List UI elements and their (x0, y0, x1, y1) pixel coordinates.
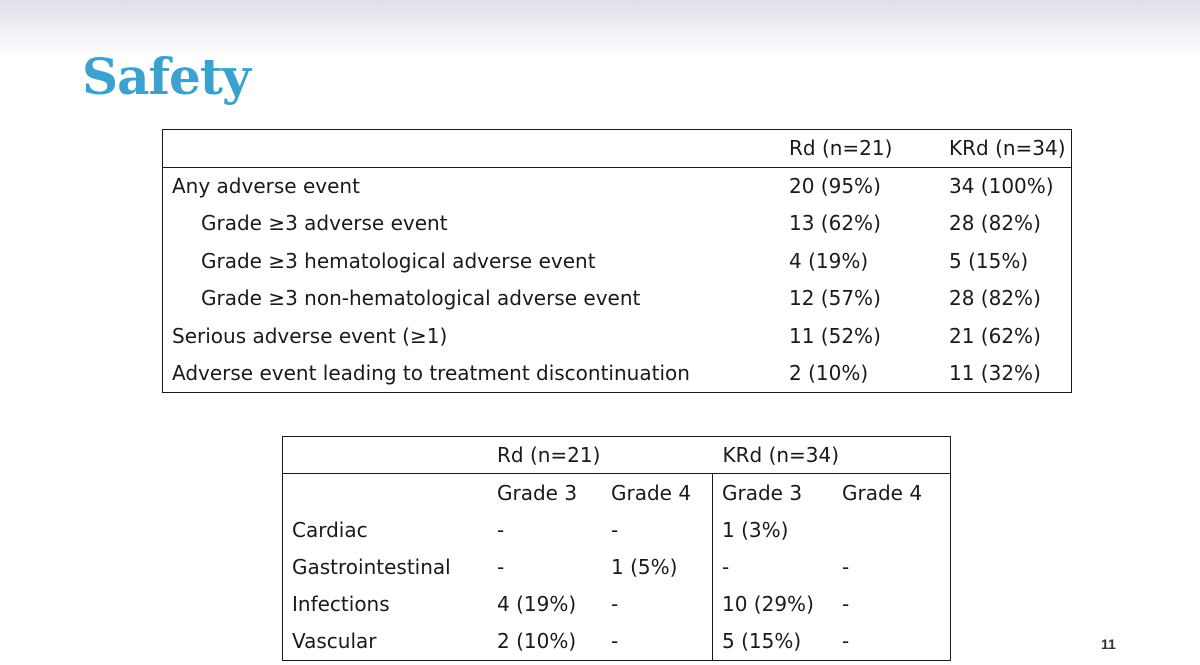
table-row: Grade ≥3 hematological adverse event 4 (… (163, 242, 1072, 280)
krd-value: 28 (82%) (949, 286, 1041, 311)
group-header-row: Rd (n=21) KRd (n=34) (282, 437, 951, 474)
krd-grade3-value: 10 (29%) (712, 585, 842, 623)
row-label: Infections (292, 592, 390, 617)
top-gradient-band (0, 0, 1200, 58)
row-label: Grade ≥3 non-hematological adverse event (201, 286, 641, 311)
krd-grade3-value: 1 (3%) (712, 511, 842, 549)
sub-header-row: Grade 3 Grade 4 Grade 3 Grade 4 (283, 473, 951, 512)
rd-grade4-value: - (611, 629, 619, 654)
sub-header-krd-grade3: Grade 3 (712, 473, 842, 512)
rd-grade3-value: - (497, 555, 505, 580)
sub-header-rd-grade3: Grade 3 (497, 480, 578, 505)
rd-value: 2 (10%) (789, 361, 869, 385)
table-row: Adverse event leading to treatment disco… (163, 355, 1072, 393)
page-number: 11 (1101, 636, 1116, 652)
grade-breakdown-table: Rd (n=21) KRd (n=34) Grade 3 Grade 4 Gra… (282, 436, 951, 661)
row-label: Any adverse event (172, 174, 360, 198)
krd-value: 21 (62%) (949, 323, 1041, 348)
rd-value: 12 (57%) (789, 286, 881, 311)
header-cell-empty (163, 130, 790, 168)
table-row: Grade ≥3 non-hematological adverse event… (163, 280, 1072, 318)
row-label: Cardiac (292, 517, 368, 542)
krd-value: 5 (15%) (949, 248, 1029, 273)
krd-grade4-value: - (842, 592, 850, 617)
row-label: Adverse event leading to treatment disco… (172, 361, 690, 385)
krd-grade3-value: - (712, 548, 842, 586)
row-label: Gastrointestinal (292, 555, 451, 580)
group-header-rd: Rd (n=21) (497, 443, 601, 468)
table-row: Infections 4 (19%) - 10 (29%) - (283, 585, 951, 623)
sub-header-krd-grade4: Grade 4 (842, 480, 923, 505)
header-cell-krd: KRd (n=34) (949, 136, 1066, 161)
krd-grade4-value: - (842, 629, 850, 654)
header-cell-empty (283, 437, 498, 474)
krd-value: 28 (82%) (949, 211, 1041, 236)
table-header-row: Rd (n=21) KRd (n=34) (162, 130, 1072, 168)
slide-title: Safety (82, 47, 251, 106)
krd-value: 34 (100%) (949, 174, 1054, 198)
rd-value: 13 (62%) (789, 211, 881, 236)
group-header-krd: KRd (n=34) (722, 443, 840, 468)
row-label: Grade ≥3 adverse event (201, 211, 448, 236)
krd-value: 11 (32%) (949, 361, 1041, 385)
rd-grade3-value: 4 (19%) (497, 592, 577, 617)
header-cell-rd: Rd (n=21) (789, 136, 893, 161)
sub-header-rd-grade4: Grade 4 (611, 480, 692, 505)
rd-value: 20 (95%) (789, 174, 881, 198)
table-row: Vascular 2 (10%) - 5 (15%) - (283, 622, 951, 661)
rd-grade4-value: - (611, 517, 619, 542)
rd-grade4-value: 1 (5%) (611, 555, 678, 580)
header-cell-empty (283, 474, 498, 511)
krd-grade4-value (842, 511, 951, 548)
table-row: Cardiac - - 1 (3%) (283, 511, 951, 549)
table-row: Grade ≥3 adverse event 13 (62%) 28 (82%) (163, 205, 1072, 243)
krd-grade4-value: - (842, 555, 850, 580)
rd-grade3-value: - (497, 517, 505, 542)
table-row: Any adverse event 20 (95%) 34 (100%) (163, 167, 1072, 205)
rd-value: 11 (52%) (789, 323, 881, 348)
table-row: Gastrointestinal - 1 (5%) - - (283, 548, 951, 586)
table-row: Serious adverse event (≥1) 11 (52%) 21 (… (163, 317, 1072, 355)
adverse-event-summary-table: Rd (n=21) KRd (n=34) Any adverse event 2… (162, 129, 1072, 393)
krd-grade3-value: 5 (15%) (712, 622, 842, 661)
row-label: Serious adverse event (≥1) (172, 323, 448, 348)
rd-value: 4 (19%) (789, 248, 869, 273)
rd-grade4-value: - (611, 592, 619, 617)
rd-grade3-value: 2 (10%) (497, 629, 577, 654)
row-label: Grade ≥3 hematological adverse event (201, 248, 596, 273)
row-label: Vascular (292, 629, 377, 654)
